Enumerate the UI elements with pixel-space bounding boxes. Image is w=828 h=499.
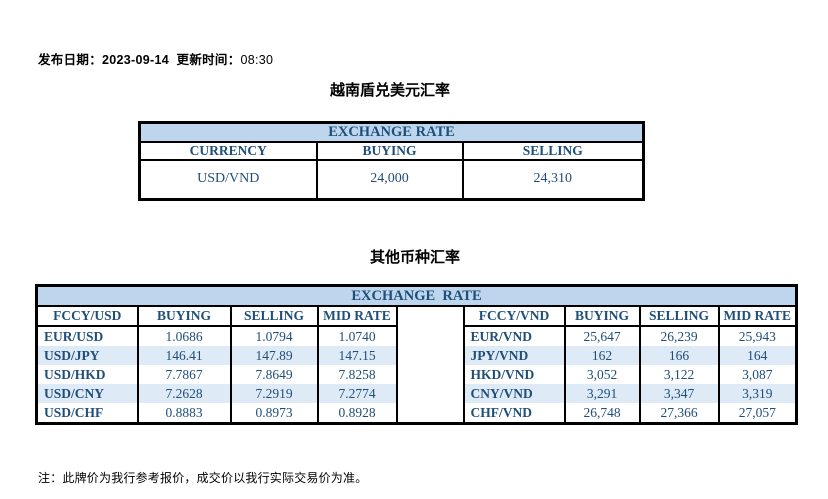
currency-pair: USD/VND (138, 159, 318, 200)
mid-rate: 3,319 (717, 384, 798, 403)
table2-col-midrate-right: MID RATE (717, 305, 798, 327)
buying-rate: 24,000 (315, 159, 464, 200)
table2-col-selling-left: SELLING (229, 305, 319, 327)
mid-rate: 25,943 (717, 326, 798, 346)
table2-col-fccy-usd: FCCY/USD (35, 305, 139, 327)
table-row: USD/CHF 0.8883 0.8973 0.8928 CHF/VND 26,… (35, 403, 798, 424)
mid-rate: 7.2774 (316, 384, 398, 403)
selling-rate: 0.8973 (229, 403, 319, 424)
buying-rate: 0.8883 (136, 403, 232, 424)
buying-rate: 7.7867 (136, 365, 232, 384)
update-time-value: 08:30 (240, 53, 274, 67)
buying-rate: 3,291 (563, 384, 641, 403)
selling-rate: 3,122 (638, 365, 720, 384)
buying-rate: 146.41 (136, 346, 232, 365)
table2-col-buying-left: BUYING (136, 305, 232, 327)
currency-pair: CNY/VND (462, 384, 566, 403)
selling-rate: 3,347 (638, 384, 720, 403)
table2-col-midrate-left: MID RATE (316, 305, 398, 327)
selling-rate: 7.8649 (229, 365, 319, 384)
selling-rate: 166 (638, 346, 720, 365)
buying-rate: 1.0686 (136, 326, 232, 346)
selling-rate: 24,310 (461, 159, 645, 200)
currency-pair: CHF/VND (462, 403, 566, 424)
table2-col-selling-right: SELLING (638, 305, 720, 327)
buying-rate: 3,052 (563, 365, 641, 384)
currency-pair: USD/JPY (35, 346, 139, 365)
currency-pair: EUR/VND (462, 326, 566, 346)
table2-spacer-column (395, 305, 465, 425)
table-row: USD/CNY 7.2628 7.2919 7.2774 CNY/VND 3,2… (35, 384, 798, 403)
update-time-label: 更新时间： (168, 53, 241, 67)
other-currencies-section-title: 其他币种汇率 (369, 249, 460, 266)
mid-rate: 147.15 (316, 346, 398, 365)
table-row: USD/JPY 146.41 147.89 147.15 JPY/VND 162… (35, 346, 798, 365)
publish-info: 发布日期：2023-09-14 更新时间：08:30 (38, 49, 273, 68)
table1-col-buying: BUYING (315, 141, 464, 161)
other-currencies-rate-table: EXCHANGE RATE FCCY/USD BUYING SELLING MI… (35, 284, 799, 425)
publish-date-value: 2023-09-14 (102, 53, 169, 67)
usd-vnd-rate-table: EXCHANGE RATE CURRENCY BUYING SELLING US… (138, 121, 646, 201)
table2-header: EXCHANGE RATE (35, 284, 798, 307)
table2-col-fccy-vnd: FCCY/VND (462, 305, 566, 327)
currency-pair: HKD/VND (462, 365, 566, 384)
currency-pair: USD/CHF (35, 403, 139, 424)
publish-date-label: 发布日期： (38, 53, 103, 67)
buying-rate: 7.2628 (136, 384, 232, 403)
currency-pair: USD/CNY (35, 384, 139, 403)
selling-rate: 27,366 (638, 403, 720, 424)
currency-pair: EUR/USD (35, 326, 139, 346)
table-row: USD/VND 24,000 24,310 (138, 159, 645, 200)
mid-rate: 27,057 (717, 403, 798, 424)
buying-rate: 25,647 (563, 326, 641, 346)
buying-rate: 26,748 (563, 403, 641, 424)
selling-rate: 26,239 (638, 326, 720, 346)
usd-vnd-section-title: 越南盾兑美元汇率 (329, 82, 450, 99)
selling-rate: 147.89 (229, 346, 319, 365)
disclaimer-note: 注：此牌价为我行参考报价，成交价以我行实际交易价为准。 (38, 471, 368, 485)
table1-col-currency: CURRENCY (138, 141, 318, 161)
currency-pair: JPY/VND (462, 346, 566, 365)
mid-rate: 3,087 (717, 365, 798, 384)
selling-rate: 1.0794 (229, 326, 319, 346)
table2-col-buying-right: BUYING (563, 305, 641, 327)
buying-rate: 162 (563, 346, 641, 365)
mid-rate: 0.8928 (316, 403, 398, 424)
mid-rate: 7.8258 (316, 365, 398, 384)
currency-pair: USD/HKD (35, 365, 139, 384)
mid-rate: 164 (717, 346, 798, 365)
table-row: USD/HKD 7.7867 7.8649 7.8258 HKD/VND 3,0… (35, 365, 798, 384)
mid-rate: 1.0740 (316, 326, 398, 346)
table-row: EUR/USD 1.0686 1.0794 1.0740 EUR/VND 25,… (35, 326, 798, 346)
selling-rate: 7.2919 (229, 384, 319, 403)
table1-header: EXCHANGE RATE (138, 121, 645, 143)
table1-col-selling: SELLING (461, 141, 645, 161)
